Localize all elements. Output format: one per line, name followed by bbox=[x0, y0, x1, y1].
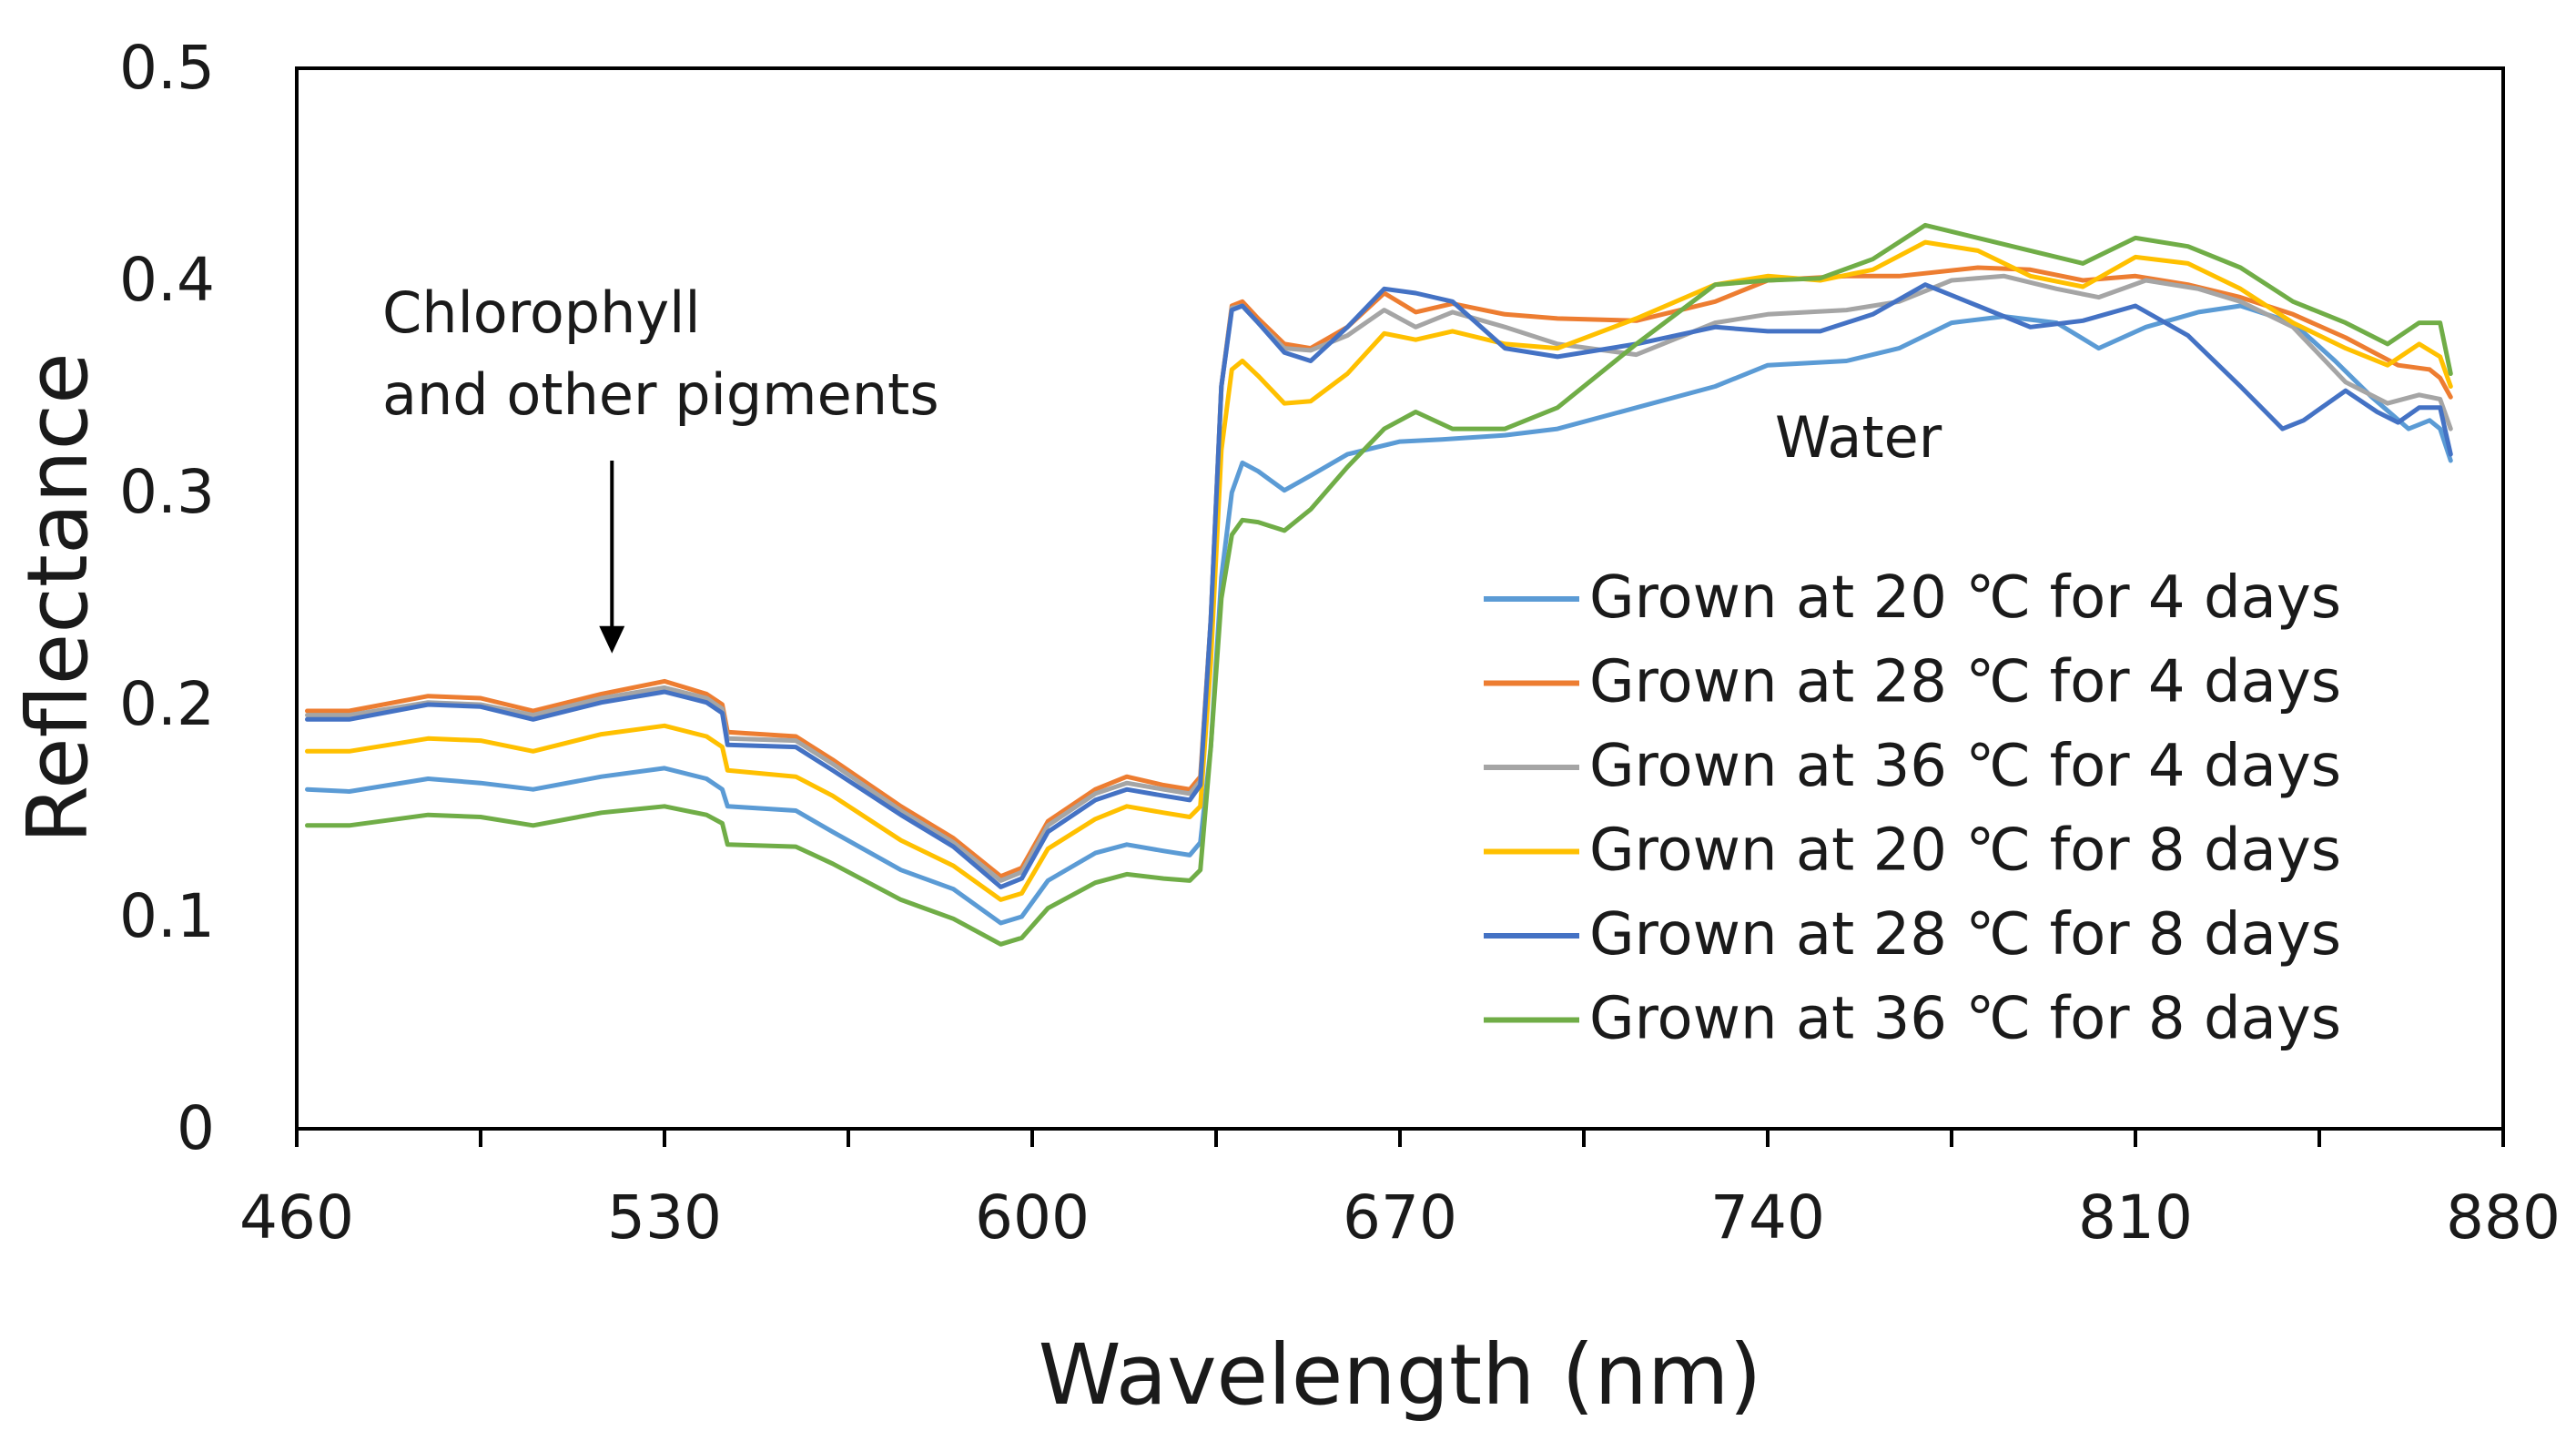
annotations: Chlorophyll and other pigments Water bbox=[382, 279, 1942, 654]
y-tick-label: 0.3 bbox=[119, 457, 215, 527]
annotation-chlorophyll-line2: and other pigments bbox=[382, 361, 939, 428]
y-tick-label: 0.5 bbox=[119, 33, 215, 103]
series-line-5 bbox=[305, 282, 2453, 889]
legend-label-6: Grown at 36 ℃ for 8 days bbox=[1589, 986, 2341, 1053]
y-axis-title: Reflectance bbox=[9, 352, 106, 843]
legend: Grown at 20 ℃ for 4 days Grown at 28 ℃ fo… bbox=[1484, 564, 2341, 1053]
x-tick-label: 880 bbox=[2446, 1182, 2561, 1253]
legend-label-5: Grown at 28 ℃ for 8 days bbox=[1589, 901, 2341, 969]
annotation-arrowhead bbox=[599, 625, 625, 654]
series-line-4 bbox=[305, 239, 2453, 902]
series-lines bbox=[305, 222, 2453, 947]
y-tick-label: 0 bbox=[177, 1093, 215, 1163]
y-tick-label: 0.2 bbox=[119, 669, 215, 739]
x-tick-label: 740 bbox=[1710, 1182, 1825, 1253]
x-tick-label: 460 bbox=[239, 1182, 354, 1253]
x-tick-label: 670 bbox=[1343, 1182, 1457, 1253]
legend-label-3: Grown at 36 ℃ for 4 days bbox=[1589, 733, 2341, 800]
series-line-6 bbox=[305, 222, 2453, 947]
x-tick-label: 600 bbox=[975, 1182, 1090, 1253]
axis-ticks: 460 530 600 670 740 810 880 0 0.1 0.2 0.3 0.4 0.5 bbox=[119, 33, 2561, 1253]
x-tick-label: 530 bbox=[607, 1182, 722, 1253]
y-tick-label: 0.4 bbox=[119, 245, 215, 315]
x-axis-title: Wavelength (nm) bbox=[1039, 1326, 1762, 1424]
legend-label-1: Grown at 20 ℃ for 4 days bbox=[1589, 564, 2341, 632]
legend-label-4: Grown at 20 ℃ for 8 days bbox=[1589, 817, 2341, 885]
y-tick-label: 0.1 bbox=[119, 881, 215, 951]
annotation-water: Water bbox=[1775, 404, 1942, 471]
legend-label-2: Grown at 28 ℃ for 4 days bbox=[1589, 649, 2341, 716]
x-tick-label: 810 bbox=[2078, 1182, 2193, 1253]
annotation-chlorophyll-line1: Chlorophyll bbox=[382, 279, 701, 346]
